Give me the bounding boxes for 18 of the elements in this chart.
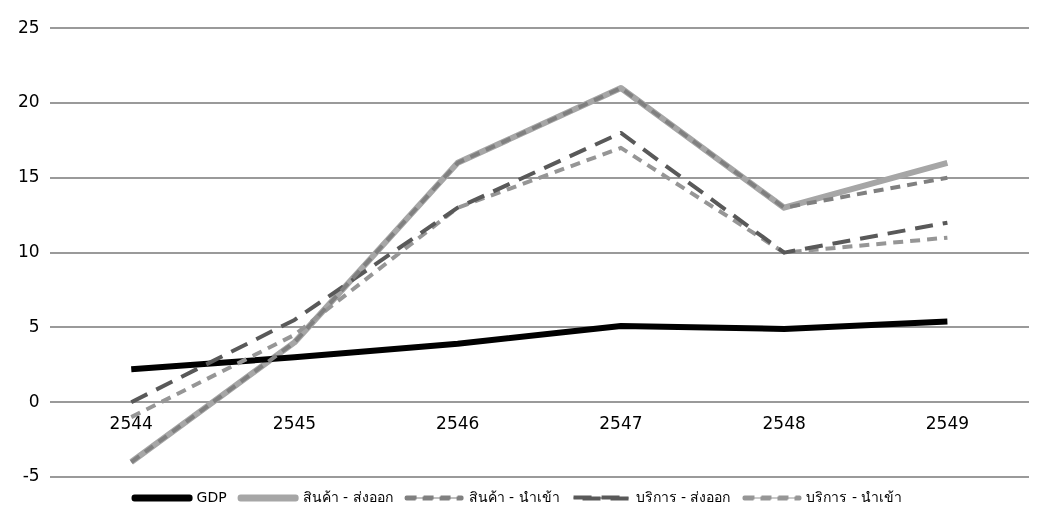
x-tick-label: 2546	[436, 412, 480, 433]
y-tick-label: 5	[28, 315, 40, 336]
x-tick-label: 2549	[925, 412, 970, 433]
y-tick-label: -5	[22, 465, 40, 486]
x-tick-label: 2548	[762, 412, 806, 433]
legend-label: GDP	[196, 488, 227, 505]
legend-label: สินค้า - ส่งออก	[302, 488, 393, 505]
legend-label: บริการ - ส่งออก	[635, 488, 731, 505]
y-tick-label: 20	[17, 91, 40, 112]
y-tick-label: 15	[17, 166, 40, 187]
y-tick-label: 0	[28, 390, 40, 411]
y-tick-label: 25	[17, 16, 40, 37]
legend-label: บริการ - นำเข้า	[806, 488, 903, 505]
x-tick-label: 2547	[599, 412, 643, 433]
x-tick-label: 2544	[109, 412, 153, 433]
x-tick-label: 2545	[272, 412, 317, 433]
legend-label: สินค้า - นำเข้า	[468, 488, 560, 505]
y-tick-label: 10	[17, 241, 40, 262]
